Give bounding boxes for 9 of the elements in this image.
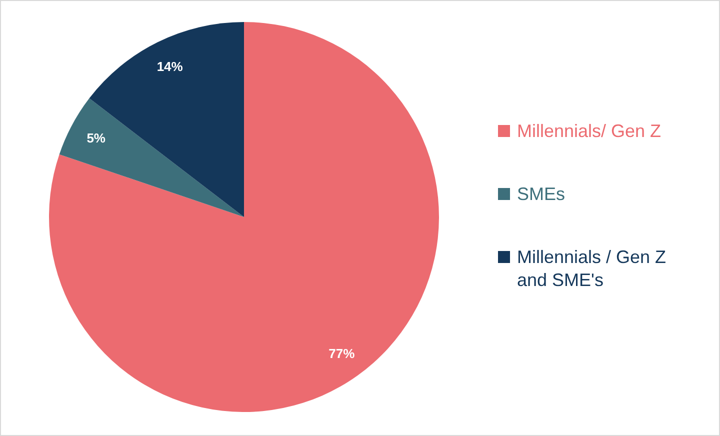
pie-slice (59, 98, 244, 217)
pie-slice (89, 22, 244, 217)
legend-label: Millennials/ Gen Z (517, 121, 662, 141)
data-label: 14% (156, 59, 184, 74)
data-label: 5% (86, 130, 106, 146)
legend-label: SMEs (517, 184, 566, 204)
pie-slice (49, 22, 439, 412)
legend-label: Millennials / Gen Z and SME's (517, 247, 666, 290)
data-label: 77% (328, 346, 356, 361)
